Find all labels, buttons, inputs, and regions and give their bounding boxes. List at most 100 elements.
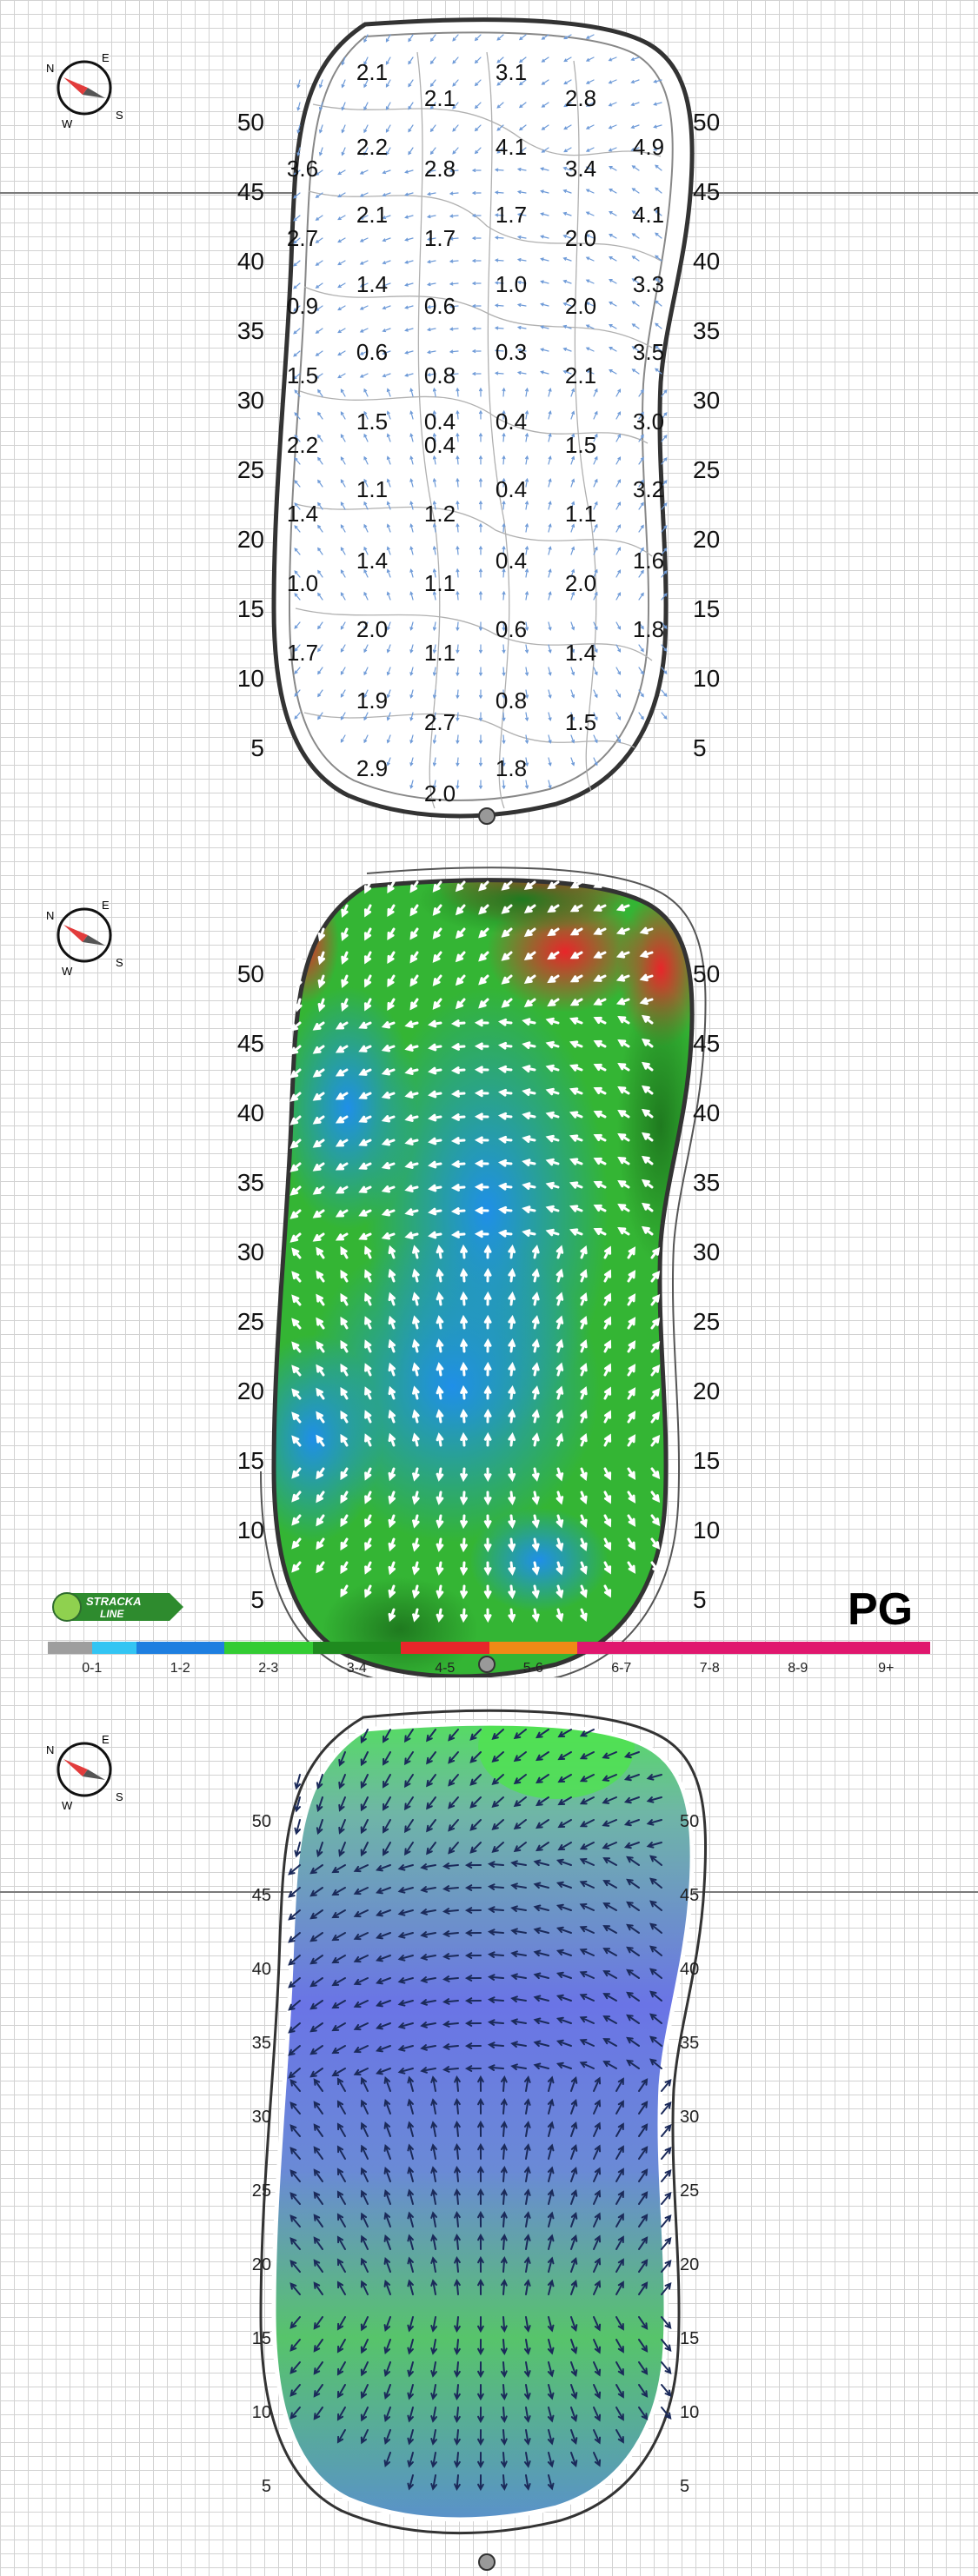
arrow-icon: [661, 2407, 672, 2420]
arrow-icon: [336, 2281, 346, 2295]
arrow-icon: [363, 56, 369, 66]
arrow-icon: [483, 1584, 492, 1600]
arrow-icon: [316, 1561, 325, 1574]
slope-value: 2.0: [565, 293, 596, 319]
arrow-icon: [386, 757, 391, 767]
arrow-icon: [315, 373, 323, 379]
arrow-icon: [460, 1490, 468, 1506]
arrow-icon: [523, 2166, 531, 2182]
arrow-icon: [649, 1968, 662, 1979]
arrow-icon: [404, 1819, 414, 1834]
slope-value: 3.0: [633, 408, 664, 435]
arrow-icon: [508, 1431, 516, 1447]
arrow-icon: [510, 1928, 527, 1935]
arrow-icon: [650, 1246, 661, 1259]
arrow-icon: [477, 2142, 484, 2160]
arrow-icon: [494, 371, 504, 375]
drainage-arrows: [288, 1729, 672, 2492]
arrow-icon: [602, 1819, 617, 1827]
arrow-icon: [291, 1514, 302, 1526]
arrow-icon: [442, 1975, 459, 1982]
arrow-icon: [487, 1929, 504, 1936]
arrow-icon: [593, 388, 598, 397]
arrow-icon: [460, 1408, 468, 1424]
arrow-icon: [525, 712, 529, 722]
arrow-icon: [336, 2339, 346, 2354]
arrow-icon: [593, 1227, 607, 1236]
arrow-icon: [593, 410, 598, 420]
arrow-icon: [579, 1880, 595, 1889]
arrow-icon: [661, 2237, 672, 2250]
arrow-icon: [317, 667, 323, 675]
arrow-icon: [525, 455, 529, 465]
arrow-icon: [510, 2018, 527, 2026]
arrow-icon: [432, 500, 436, 510]
arrow-icon: [360, 2257, 369, 2273]
arrow-icon: [364, 1339, 372, 1353]
arrow-icon: [426, 328, 436, 332]
arrow-icon: [477, 2384, 484, 2401]
arrow-icon: [585, 347, 595, 352]
arrow-icon: [569, 1087, 583, 1095]
arrow-icon: [500, 2188, 508, 2205]
arrow-icon: [442, 1862, 459, 1869]
arrow-icon: [497, 1065, 513, 1073]
arrow-icon: [315, 305, 323, 311]
arrow-icon: [627, 1537, 636, 1550]
arrow-icon: [359, 169, 369, 175]
arrow-icon: [407, 2098, 414, 2115]
arrow-icon: [478, 545, 482, 555]
arrow-icon: [289, 2079, 301, 2092]
arrow-icon: [569, 1064, 583, 1072]
arrow-icon: [540, 370, 549, 375]
arrow-icon: [338, 1842, 346, 1857]
arrow-icon: [650, 1490, 661, 1504]
slope-value: 1.4: [565, 640, 596, 666]
arrow-icon: [471, 327, 482, 331]
arrow-icon: [500, 2316, 508, 2334]
arrow-icon: [386, 621, 391, 631]
legend-swatch: [136, 1642, 224, 1654]
arrow-icon: [353, 2045, 369, 2054]
arrow-icon: [579, 1842, 595, 1850]
arrow-icon: [615, 974, 630, 982]
arrow-icon: [649, 2035, 662, 2047]
arrow-icon: [478, 974, 489, 986]
arrow-icon: [547, 2407, 555, 2423]
arrow-icon: [502, 644, 506, 654]
arrow-icon: [471, 236, 482, 241]
arrow-icon: [316, 1774, 323, 1790]
arrow-icon: [617, 1015, 630, 1025]
axis-tick-label: 20: [693, 526, 720, 553]
arrow-icon: [593, 667, 598, 676]
arrow-icon: [397, 1932, 414, 1939]
arrow-icon: [454, 2165, 461, 2182]
arrow-icon: [608, 147, 617, 152]
arrow-icon: [570, 689, 575, 699]
arrow-icon: [474, 56, 482, 64]
arrow-icon: [653, 124, 662, 129]
arrow-icon: [483, 1490, 492, 1506]
arrow-icon: [358, 1045, 372, 1052]
arrow-icon: [289, 2192, 301, 2205]
arrow-icon: [641, 1038, 654, 1048]
arrow-icon: [382, 373, 391, 378]
slope-value: 3.6: [287, 156, 318, 182]
arrow-icon: [456, 545, 460, 555]
arrow-icon: [483, 1467, 492, 1483]
legend-label: 6-7: [611, 1661, 632, 1676]
arrow-icon: [661, 667, 668, 674]
arrow-icon: [404, 1185, 419, 1192]
arrow-icon: [523, 2211, 531, 2227]
arrow-icon: [593, 2339, 602, 2354]
arrow-icon: [615, 2190, 624, 2205]
arrow-icon: [382, 260, 391, 265]
arrow-icon: [649, 2013, 662, 2024]
arrow-icon: [570, 2166, 578, 2182]
arrow-icon: [383, 2316, 391, 2332]
arrow-icon: [518, 79, 527, 86]
arrow-icon: [483, 1537, 492, 1553]
arrow-icon: [464, 1929, 482, 1936]
arrow-icon: [471, 259, 482, 263]
